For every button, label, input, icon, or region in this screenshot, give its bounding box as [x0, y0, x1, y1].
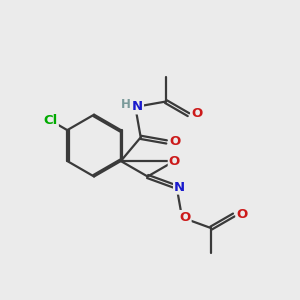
Text: O: O	[191, 107, 202, 120]
Text: H: H	[121, 98, 131, 111]
Text: O: O	[169, 135, 181, 148]
Text: O: O	[179, 211, 191, 224]
Text: N: N	[132, 100, 143, 113]
Text: N: N	[174, 181, 185, 194]
Text: Cl: Cl	[44, 114, 58, 127]
Text: O: O	[236, 208, 248, 221]
Text: O: O	[169, 154, 180, 167]
